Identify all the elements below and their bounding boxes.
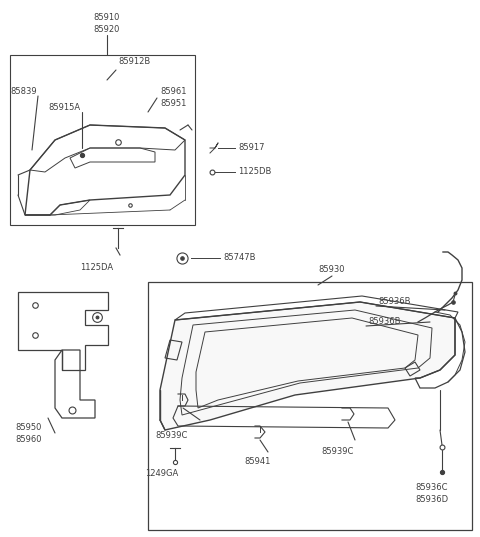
Text: 85939C: 85939C [156, 431, 188, 439]
Text: 85910: 85910 [94, 13, 120, 23]
Text: 1125DA: 1125DA [80, 264, 113, 272]
Text: 85917: 85917 [238, 143, 264, 153]
Text: 1249GA: 1249GA [145, 469, 179, 478]
Text: 1125DB: 1125DB [238, 168, 271, 177]
Text: 85936B: 85936B [368, 317, 400, 326]
Text: 85960: 85960 [15, 436, 41, 445]
Text: 85920: 85920 [94, 25, 120, 34]
Text: 85936B: 85936B [378, 297, 410, 307]
Text: 85950: 85950 [15, 424, 41, 432]
Text: 85951: 85951 [160, 99, 186, 108]
Text: 85912B: 85912B [118, 57, 150, 67]
Text: 85915A: 85915A [48, 103, 80, 112]
Text: 85747B: 85747B [223, 253, 255, 263]
Text: 85839: 85839 [10, 88, 36, 97]
Text: 85941: 85941 [245, 458, 271, 467]
Bar [148, 282, 472, 530]
Polygon shape [160, 302, 455, 430]
Text: 85936C: 85936C [415, 483, 447, 492]
Text: 85936D: 85936D [415, 496, 448, 504]
Text: 85930: 85930 [318, 265, 345, 274]
Text: 85961: 85961 [160, 88, 187, 97]
Bar [10, 55, 195, 225]
Text: 85939C: 85939C [322, 447, 354, 456]
